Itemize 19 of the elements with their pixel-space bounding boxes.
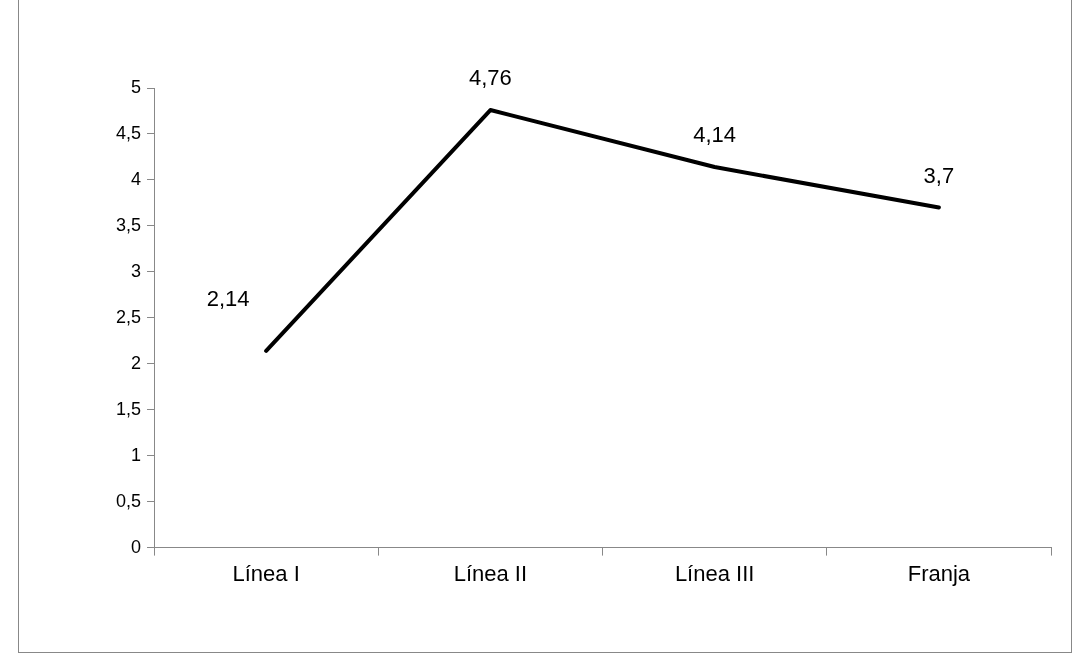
- y-tick-label: 1,5: [115, 398, 142, 419]
- x-tick-label: Línea III: [674, 560, 755, 586]
- y-tick-label: 0,5: [115, 490, 142, 511]
- y-tick-label: 3: [131, 260, 142, 281]
- data-label: 4,14: [693, 122, 737, 148]
- data-label: 2,14: [206, 285, 250, 311]
- data-label: 4,76: [468, 65, 512, 91]
- data-label: 3,7: [923, 162, 955, 188]
- y-tick-label: 1: [131, 444, 142, 465]
- y-tick-label: 5: [131, 76, 142, 97]
- y-tick-label: 4,5: [115, 122, 142, 143]
- y-tick-label: 3,5: [115, 214, 142, 235]
- x-tick-label: Línea I: [232, 560, 300, 586]
- y-tick-label: 2: [131, 352, 142, 373]
- x-tick-label: Franja: [907, 560, 971, 586]
- y-tick-label: 2,5: [115, 306, 142, 327]
- y-tick-label: 4: [131, 168, 142, 189]
- x-tick-label: Línea II: [453, 560, 528, 586]
- y-tick-label: 0: [131, 536, 142, 557]
